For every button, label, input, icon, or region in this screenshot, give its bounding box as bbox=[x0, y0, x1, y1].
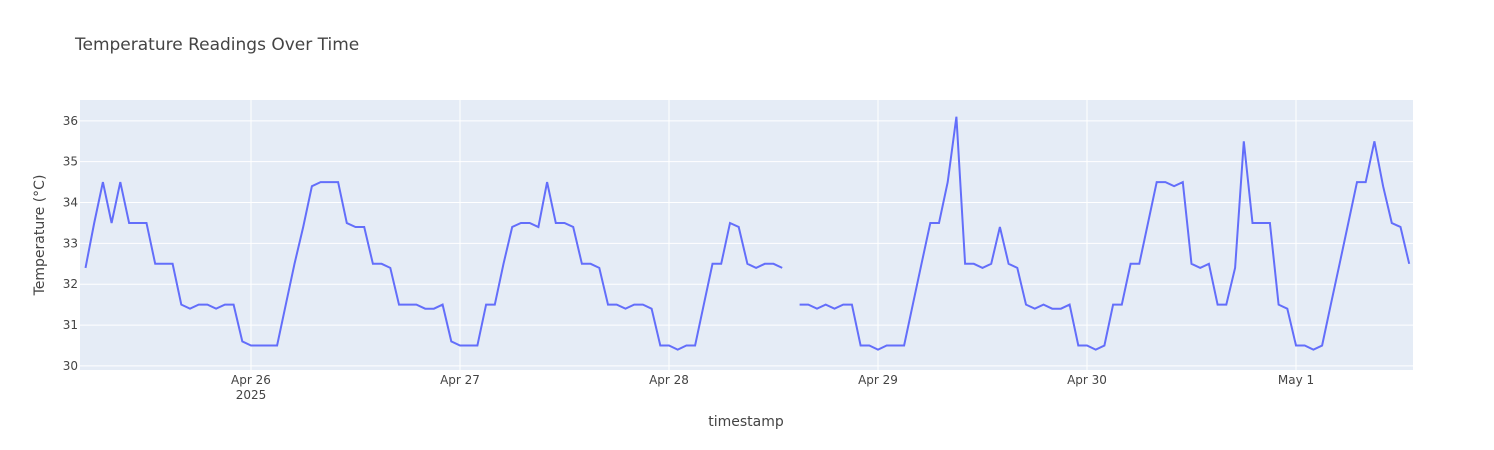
y-tick-label: 35 bbox=[63, 155, 78, 169]
x-tick-label: Apr 26 bbox=[231, 373, 271, 387]
y-tick-label: 34 bbox=[63, 196, 78, 210]
x-tick-label: Apr 29 bbox=[858, 373, 898, 387]
x-tick-label: Apr 30 bbox=[1067, 373, 1107, 387]
y-tick-label: 33 bbox=[63, 236, 78, 250]
y-tick-label: 31 bbox=[63, 318, 78, 332]
x-axis-title: timestamp bbox=[708, 414, 784, 430]
x-tick-label: Apr 28 bbox=[649, 373, 689, 387]
y-tick-label: 32 bbox=[63, 277, 78, 291]
y-tick-label: 36 bbox=[63, 114, 78, 128]
x-tick-label: Apr 27 bbox=[440, 373, 480, 387]
x-tick-label: May 1 bbox=[1278, 373, 1314, 387]
line bbox=[84, 116, 1411, 351]
y-axis-title: Temperature (°C) bbox=[32, 175, 48, 297]
chart-title: Temperature Readings Over Time bbox=[74, 35, 359, 55]
y-tick-label: 30 bbox=[63, 359, 78, 373]
x-year-label: 2025 bbox=[236, 388, 267, 402]
